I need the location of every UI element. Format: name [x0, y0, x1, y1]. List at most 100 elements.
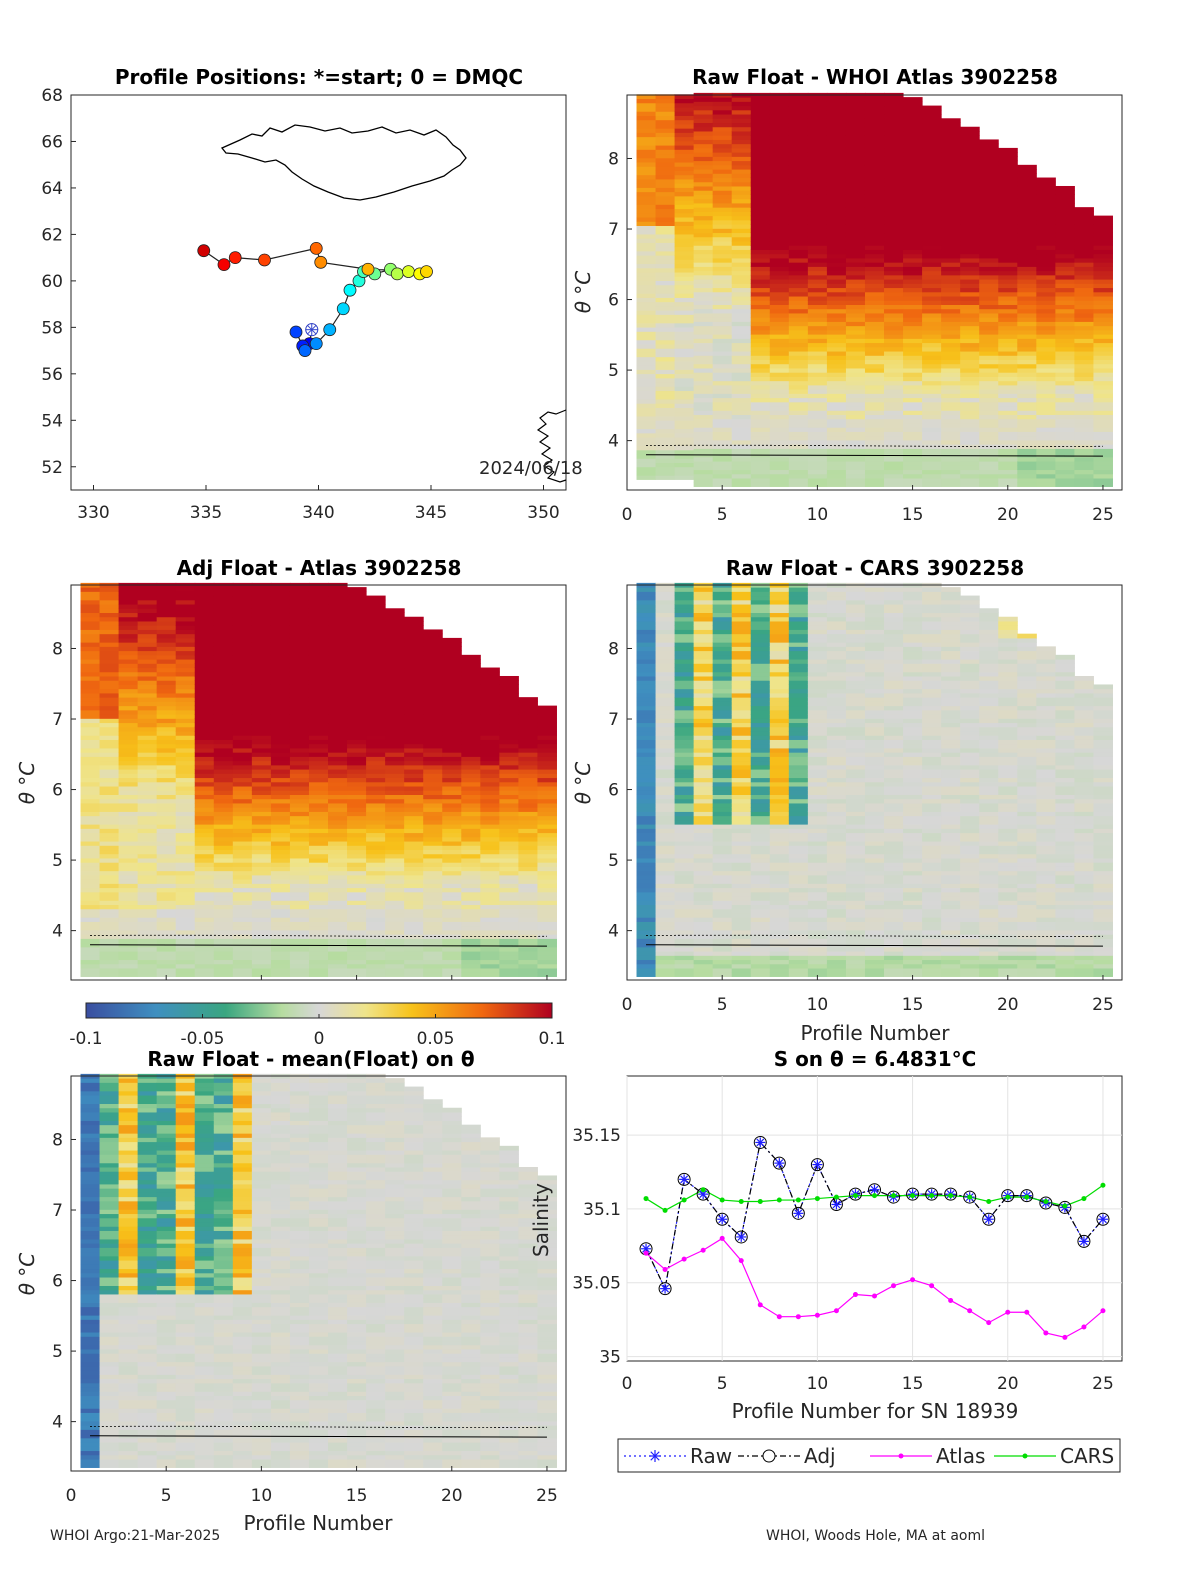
heatmap-cell: [998, 232, 1018, 238]
heatmap-cell: [674, 335, 695, 341]
heatmap-cell: [328, 671, 348, 677]
heatmap-cell: [156, 650, 177, 656]
heatmap-cell: [194, 616, 215, 622]
heatmap-cell: [750, 232, 771, 238]
heatmap-cell: [461, 760, 481, 766]
heatmap-cell: [693, 671, 714, 677]
heatmap-cell: [693, 900, 714, 906]
heatmap-cell: [884, 249, 904, 255]
heatmap-cell: [366, 620, 386, 626]
heatmap-cell: [712, 342, 733, 348]
heatmap-cell: [423, 934, 443, 939]
heatmap-cell: [442, 836, 462, 842]
heatmap-cell: [731, 908, 752, 914]
heatmap-cell: [80, 887, 101, 893]
heatmap-cell: [712, 156, 733, 162]
heatmap-cell: [941, 232, 961, 238]
heatmap-cell: [826, 219, 847, 225]
heatmap-cell: [655, 365, 676, 370]
heatmap-cell: [884, 372, 904, 377]
heatmap-cell: [712, 709, 733, 715]
heatmap-cell: [979, 236, 999, 242]
heatmap-cell: [998, 177, 1018, 183]
heatmap-cell: [788, 338, 809, 344]
heatmap-cell: [731, 667, 752, 673]
heatmap-cell: [960, 359, 980, 365]
heatmap-cell: [461, 794, 481, 800]
heatmap-cell: [137, 667, 158, 673]
heatmap-cell: [480, 739, 500, 745]
heatmap-cell: [442, 726, 462, 732]
heatmap-cell: [461, 798, 481, 804]
heatmap-cell: [731, 308, 752, 314]
heatmap-cell: [693, 202, 714, 208]
heatmap-cell: [712, 747, 733, 753]
heatmap-cell: [461, 680, 481, 685]
heatmap-cell: [308, 747, 329, 753]
heatmap-cell: [864, 194, 885, 200]
heatmap-cell: [499, 819, 519, 825]
heatmap-cell: [366, 642, 386, 647]
heatmap-cell: [826, 114, 847, 119]
heatmap-cell: [922, 118, 942, 124]
heatmap-cell: [308, 849, 329, 855]
heatmap-cell: [499, 697, 519, 702]
heatmap-cell: [655, 449, 676, 455]
heatmap-cell: [845, 139, 866, 145]
heatmap-cell: [807, 351, 828, 356]
heatmap-cell: [1017, 219, 1037, 225]
heatmap-cell: [518, 760, 538, 766]
heatmap-cell: [270, 591, 291, 597]
heatmap-cell: [731, 253, 752, 259]
heatmap-cell: [788, 126, 809, 132]
heatmap-cell: [156, 904, 177, 910]
heatmap-cell: [213, 709, 234, 715]
heatmap-cell: [674, 145, 695, 150]
heatmap-cell: [347, 870, 367, 876]
heatmap-cell: [712, 224, 733, 229]
heatmap-cell: [328, 599, 348, 605]
heatmap-cell: [636, 217, 657, 222]
heatmap-cell: [655, 377, 676, 383]
heatmap-cell: [156, 616, 177, 622]
heatmap-cell: [750, 152, 771, 157]
heatmap-cell: [693, 431, 714, 437]
heatmap-cell: [537, 942, 557, 948]
heatmap-cell: [941, 317, 961, 322]
heatmap-cell: [979, 448, 999, 454]
heatmap-cell: [731, 190, 752, 195]
heatmap-cell: [461, 688, 481, 694]
heatmap-cell: [137, 955, 158, 961]
heatmap-cell: [423, 781, 443, 787]
heatmap-cell: [156, 747, 177, 753]
heatmap-cell: [537, 794, 557, 800]
heatmap-cell: [137, 896, 158, 901]
heatmap-cell: [270, 811, 291, 817]
heatmap-cell: [1055, 253, 1075, 259]
heatmap-cell: [693, 917, 714, 922]
heatmap-cell: [674, 339, 695, 345]
heatmap-cell: [423, 786, 443, 791]
heatmap-cell: [712, 908, 733, 914]
heatmap-cell: [328, 604, 348, 609]
heatmap-cell: [1093, 321, 1113, 327]
heatmap-cell: [750, 406, 771, 411]
heatmap-cell: [674, 369, 695, 375]
heatmap-cell: [213, 946, 234, 952]
heatmap-cell: [480, 946, 500, 952]
heatmap-cell: [674, 305, 695, 311]
heatmap-cell: [960, 181, 980, 187]
heatmap-cell: [213, 802, 234, 808]
heatmap-cell: [251, 921, 272, 927]
heatmap-cell: [213, 688, 234, 694]
heatmap-cell: [826, 401, 847, 407]
heatmap-cell: [270, 764, 291, 770]
heatmap-cell: [655, 293, 676, 298]
heatmap-cell: [864, 291, 885, 297]
heatmap-cell: [175, 879, 196, 884]
heatmap-cell: [655, 123, 676, 129]
heatmap-cell: [1074, 355, 1094, 361]
heatmap-cell: [903, 122, 923, 128]
heatmap-cell: [693, 701, 714, 707]
heatmap-cell: [289, 908, 310, 914]
